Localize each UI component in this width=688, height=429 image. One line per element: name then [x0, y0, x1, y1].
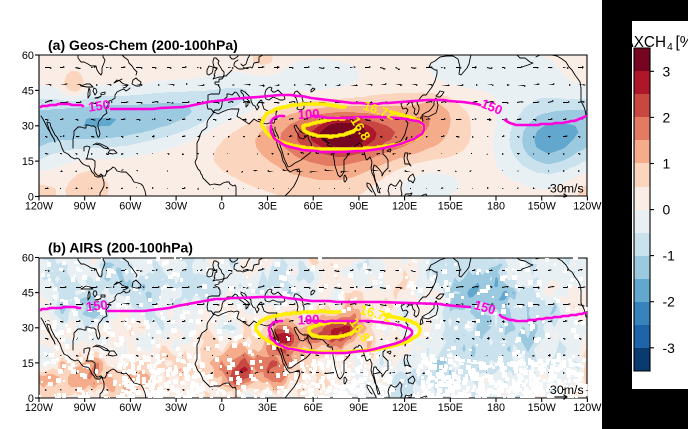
svg-text:120W: 120W — [573, 402, 602, 414]
svg-text:180: 180 — [487, 402, 505, 414]
svg-text:0: 0 — [28, 191, 34, 203]
svg-text:15: 15 — [22, 358, 34, 370]
svg-text:60E: 60E — [304, 402, 323, 414]
svg-text:60W: 60W — [119, 402, 142, 414]
svg-text:90W: 90W — [74, 200, 97, 212]
svg-text:150E: 150E — [438, 402, 463, 414]
svg-text:120W: 120W — [573, 200, 602, 212]
svg-text:0: 0 — [28, 393, 34, 405]
svg-text:120W: 120W — [25, 402, 54, 414]
svg-text:150: 150 — [87, 97, 111, 115]
svg-text:-3: -3 — [663, 340, 676, 356]
svg-text:100: 100 — [297, 106, 319, 122]
svg-text:30: 30 — [22, 121, 34, 133]
svg-text:150W: 150W — [528, 200, 557, 212]
svg-text:30m/s: 30m/s — [550, 182, 584, 196]
svg-text:0: 0 — [219, 200, 225, 212]
svg-text:30E: 30E — [258, 402, 277, 414]
svg-text:3: 3 — [663, 63, 671, 79]
svg-text:30E: 30E — [258, 200, 277, 212]
svg-text:90W: 90W — [74, 402, 97, 414]
svg-text:2: 2 — [663, 109, 671, 125]
svg-text:45: 45 — [22, 85, 34, 97]
svg-text:1: 1 — [663, 156, 671, 172]
svg-text:30m/s: 30m/s — [550, 383, 584, 397]
svg-text:180: 180 — [487, 200, 505, 212]
svg-text:30W: 30W — [165, 200, 188, 212]
svg-text:(a) Geos-Chem (200-100hPa): (a) Geos-Chem (200-100hPa) — [48, 37, 238, 53]
svg-text:60: 60 — [22, 50, 34, 62]
svg-text:ΔXCH: ΔXCH — [624, 34, 667, 51]
svg-text:15: 15 — [22, 156, 34, 168]
svg-text:-2: -2 — [663, 294, 676, 310]
svg-text:0: 0 — [663, 202, 671, 218]
svg-text:120W: 120W — [25, 200, 54, 212]
svg-text:(b) AIRS (200-100hPa): (b) AIRS (200-100hPa) — [48, 240, 193, 256]
svg-text:30: 30 — [22, 323, 34, 335]
svg-text:60: 60 — [22, 252, 34, 264]
svg-text:0: 0 — [219, 402, 225, 414]
svg-text:150: 150 — [85, 297, 108, 314]
svg-text:-1: -1 — [663, 248, 676, 264]
svg-text:150W: 150W — [528, 402, 557, 414]
svg-text:4: 4 — [667, 42, 673, 53]
svg-text:90E: 90E — [349, 402, 368, 414]
svg-text:150: 150 — [472, 297, 497, 317]
svg-text:60W: 60W — [119, 200, 142, 212]
svg-text:150E: 150E — [438, 200, 463, 212]
svg-text:120E: 120E — [392, 402, 417, 414]
svg-text:30W: 30W — [165, 402, 188, 414]
svg-text:120E: 120E — [392, 200, 417, 212]
svg-text:60E: 60E — [304, 200, 323, 212]
svg-text:90E: 90E — [349, 200, 368, 212]
svg-text:[%]: [%] — [676, 34, 688, 51]
svg-text:100: 100 — [297, 312, 319, 328]
svg-text:45: 45 — [22, 288, 34, 300]
